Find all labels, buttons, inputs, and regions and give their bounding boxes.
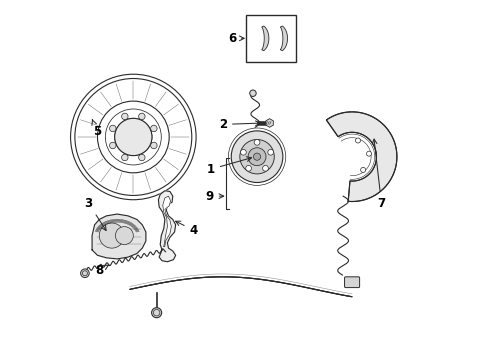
Circle shape [267, 149, 273, 155]
Text: 9: 9 [205, 190, 223, 203]
Circle shape [231, 131, 282, 183]
Circle shape [115, 226, 133, 244]
Circle shape [138, 154, 145, 161]
Circle shape [366, 151, 371, 156]
Circle shape [138, 113, 145, 120]
Text: 4: 4 [175, 221, 197, 237]
Polygon shape [92, 214, 145, 259]
Text: 5: 5 [92, 120, 101, 138]
Text: 1: 1 [206, 157, 251, 176]
Circle shape [245, 166, 251, 171]
Text: 2: 2 [219, 118, 260, 131]
Polygon shape [265, 119, 273, 127]
Circle shape [81, 269, 89, 278]
Circle shape [150, 125, 157, 132]
Text: 8: 8 [95, 264, 108, 277]
Polygon shape [261, 26, 268, 51]
Circle shape [253, 153, 260, 160]
Circle shape [99, 223, 124, 248]
Circle shape [115, 118, 152, 156]
Text: 7: 7 [371, 139, 385, 210]
Circle shape [150, 142, 157, 149]
Circle shape [239, 139, 274, 174]
FancyBboxPatch shape [344, 277, 359, 288]
Bar [246, 15, 296, 62]
Circle shape [240, 149, 246, 155]
Polygon shape [158, 191, 175, 262]
Circle shape [151, 308, 162, 318]
Circle shape [122, 113, 128, 120]
Polygon shape [163, 196, 171, 246]
Circle shape [109, 142, 116, 149]
Circle shape [247, 148, 265, 166]
Circle shape [355, 138, 360, 143]
Text: 3: 3 [84, 197, 106, 230]
Circle shape [360, 167, 365, 172]
Text: 6: 6 [227, 32, 244, 45]
Circle shape [109, 125, 116, 132]
Circle shape [254, 139, 260, 145]
Circle shape [122, 154, 128, 161]
Polygon shape [325, 112, 396, 202]
Circle shape [249, 90, 256, 96]
Circle shape [262, 166, 268, 171]
Polygon shape [280, 26, 287, 51]
